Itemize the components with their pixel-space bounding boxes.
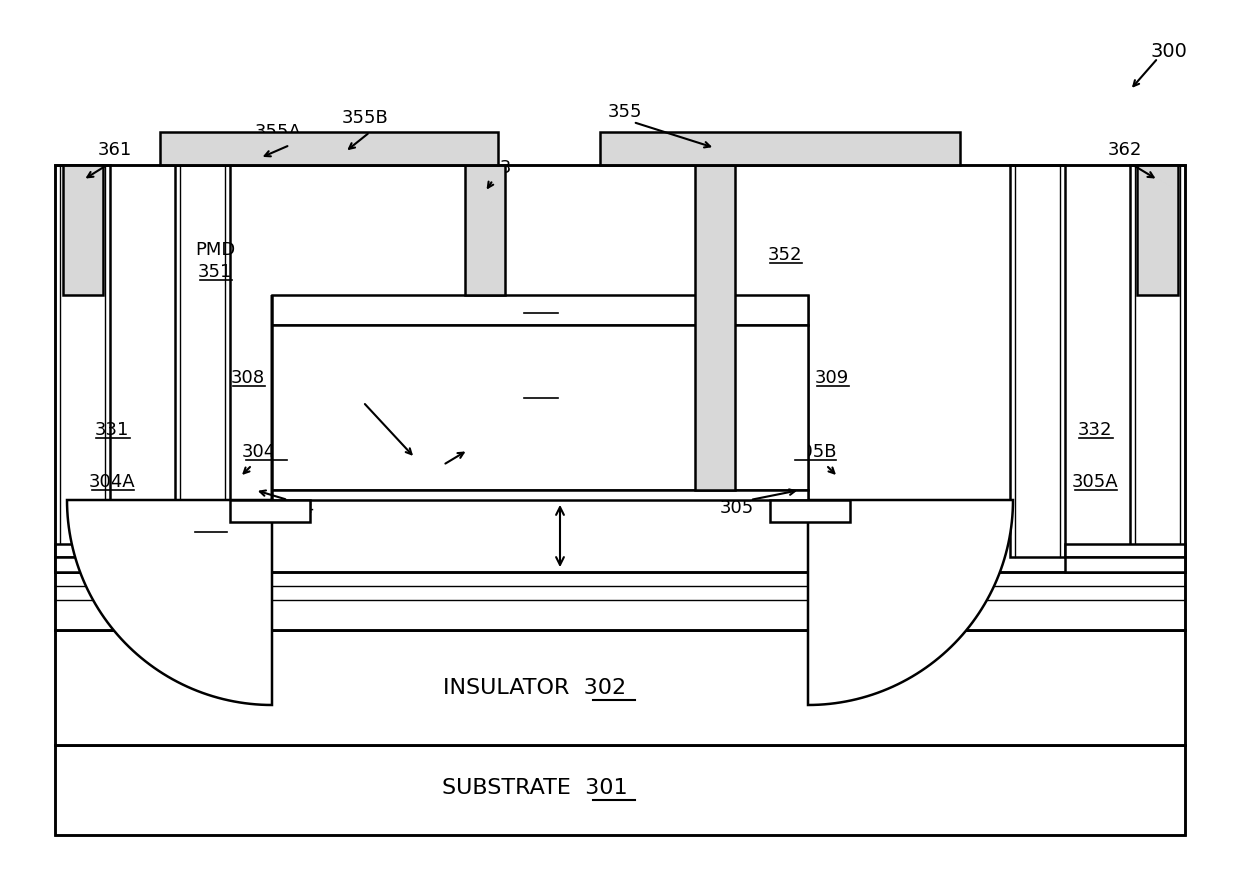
Bar (770, 500, 849, 522)
Polygon shape (67, 295, 272, 705)
Text: 355A: 355A (254, 123, 301, 141)
Text: 315: 315 (415, 464, 449, 482)
Text: 303: 303 (193, 515, 227, 533)
Text: T$_{\rm SI}$ < 1000 Å: T$_{\rm SI}$ < 1000 Å (575, 456, 691, 481)
Bar (55, 630, 1185, 745)
Text: 305B: 305B (791, 443, 837, 461)
Text: INSULATOR  302: INSULATOR 302 (444, 678, 626, 698)
Text: 362: 362 (1107, 141, 1142, 159)
Bar (55, 544, 175, 557)
Text: 306: 306 (335, 383, 370, 401)
Bar (55, 165, 1185, 572)
Bar (694, 165, 735, 490)
Bar (272, 295, 808, 325)
Bar (55, 572, 1185, 630)
Bar (1130, 165, 1185, 572)
Text: 331: 331 (94, 421, 129, 439)
Bar (1137, 165, 1178, 295)
Text: 308: 308 (231, 369, 265, 387)
Bar (1011, 165, 1065, 557)
Bar (272, 325, 808, 490)
Text: 304B: 304B (242, 443, 288, 461)
Text: SUBSTRATE  301: SUBSTRATE 301 (443, 778, 627, 798)
Text: 355: 355 (608, 103, 642, 121)
Bar (55, 165, 1185, 835)
Text: 309: 309 (815, 369, 849, 387)
Bar (55, 165, 110, 572)
Text: 355B: 355B (342, 109, 388, 127)
Text: 332: 332 (1078, 421, 1112, 439)
Bar (1065, 557, 1185, 572)
Bar (55, 745, 1185, 835)
Bar (175, 165, 229, 557)
Bar (465, 165, 505, 295)
Text: 307: 307 (523, 381, 557, 399)
Text: SI: SI (164, 515, 180, 533)
Bar (272, 490, 808, 500)
Text: 300: 300 (1149, 43, 1187, 62)
Bar (63, 165, 103, 295)
Text: 351: 351 (198, 263, 232, 281)
Text: 305: 305 (720, 499, 754, 517)
Text: PMD: PMD (195, 241, 236, 259)
Text: 333: 333 (523, 296, 557, 314)
Text: 363: 363 (477, 159, 512, 177)
Bar (229, 500, 310, 522)
Text: 304: 304 (281, 499, 315, 517)
Bar (600, 132, 960, 165)
Bar (160, 132, 498, 165)
Text: 352: 352 (768, 246, 802, 264)
Polygon shape (808, 295, 1013, 705)
Text: 305A: 305A (1071, 473, 1118, 491)
Bar (1065, 544, 1185, 557)
Bar (55, 557, 175, 572)
Text: 361: 361 (98, 141, 133, 159)
Text: 304A: 304A (89, 473, 135, 491)
